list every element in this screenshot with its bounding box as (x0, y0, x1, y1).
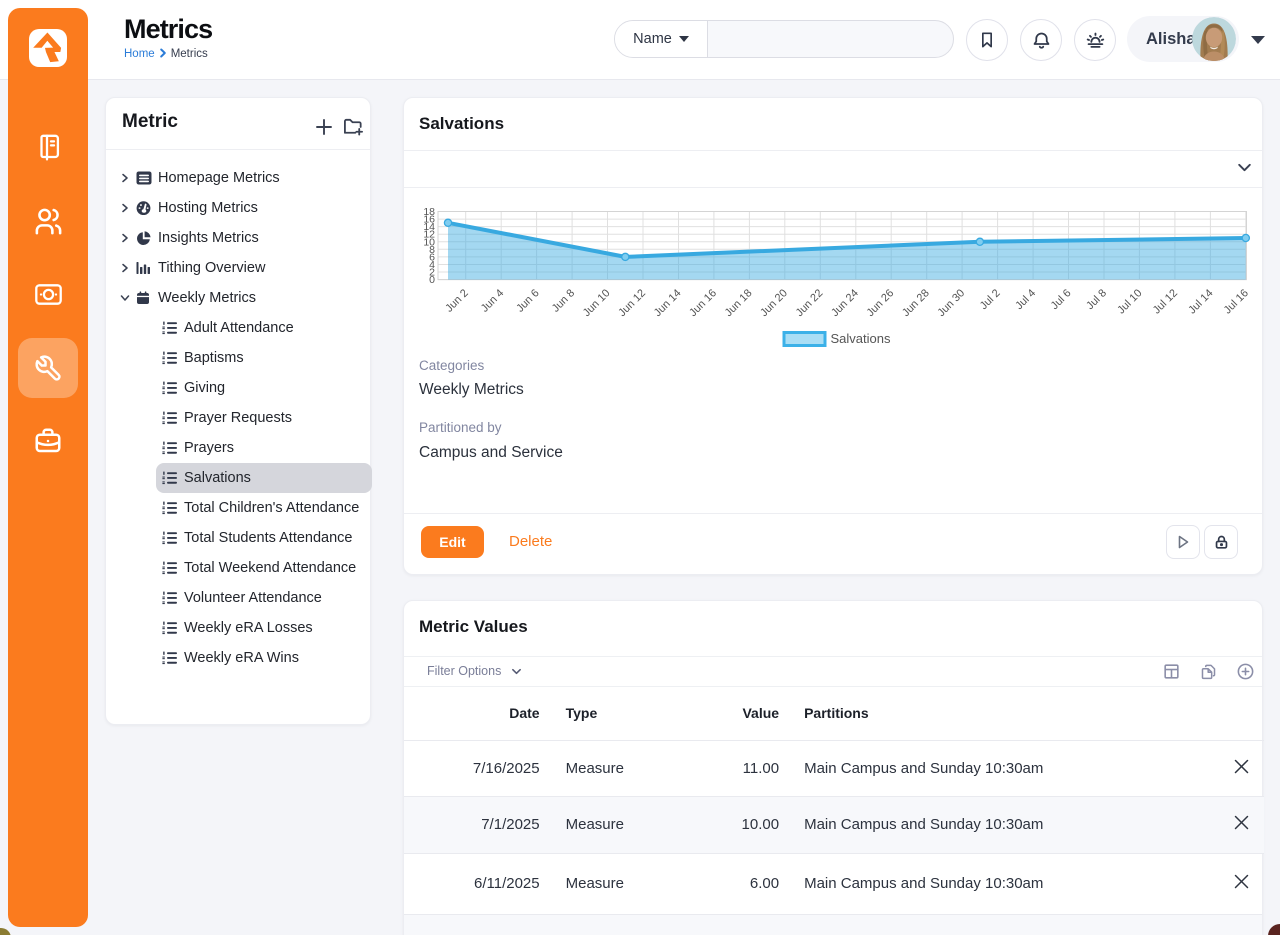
svg-text:16: 16 (423, 214, 435, 226)
svg-text:Jun 6: Jun 6 (514, 287, 542, 315)
svg-text:Jun 22: Jun 22 (794, 287, 826, 319)
svg-text:10: 10 (423, 236, 435, 248)
svg-text:2: 2 (429, 267, 435, 279)
svg-text:Jun 24: Jun 24 (829, 287, 861, 319)
svg-text:Jul 2: Jul 2 (978, 287, 1003, 312)
svg-text:Jul 4: Jul 4 (1013, 287, 1038, 312)
svg-text:6: 6 (429, 251, 435, 263)
svg-text:Jun 4: Jun 4 (479, 287, 507, 315)
svg-text:Jul 12: Jul 12 (1151, 287, 1180, 316)
svg-text:Jun 14: Jun 14 (652, 287, 684, 319)
svg-text:Jun 8: Jun 8 (550, 287, 578, 315)
svg-text:4: 4 (429, 259, 435, 271)
svg-text:Jun 2: Jun 2 (443, 287, 471, 315)
svg-text:Jun 12: Jun 12 (616, 287, 648, 319)
svg-text:Jun 20: Jun 20 (758, 287, 790, 319)
svg-text:Jun 30: Jun 30 (935, 287, 967, 319)
svg-text:Jun 10: Jun 10 (581, 287, 613, 319)
svg-text:0: 0 (429, 274, 435, 286)
svg-text:12: 12 (423, 229, 435, 241)
svg-text:Jul 8: Jul 8 (1084, 287, 1109, 312)
svg-text:Jun 28: Jun 28 (900, 287, 932, 319)
svg-text:Jun 26: Jun 26 (864, 287, 896, 319)
svg-text:8: 8 (429, 244, 435, 256)
svg-text:Jul 10: Jul 10 (1115, 287, 1144, 316)
svg-text:Jun 16: Jun 16 (687, 287, 719, 319)
svg-text:Jul 16: Jul 16 (1222, 287, 1251, 316)
svg-text:Jul 14: Jul 14 (1186, 287, 1215, 316)
svg-text:Salvations: Salvations (831, 331, 891, 346)
svg-text:14: 14 (423, 221, 435, 233)
svg-text:18: 18 (423, 206, 435, 218)
svg-text:Jul 6: Jul 6 (1049, 287, 1074, 312)
svg-text:Jun 18: Jun 18 (723, 287, 755, 319)
